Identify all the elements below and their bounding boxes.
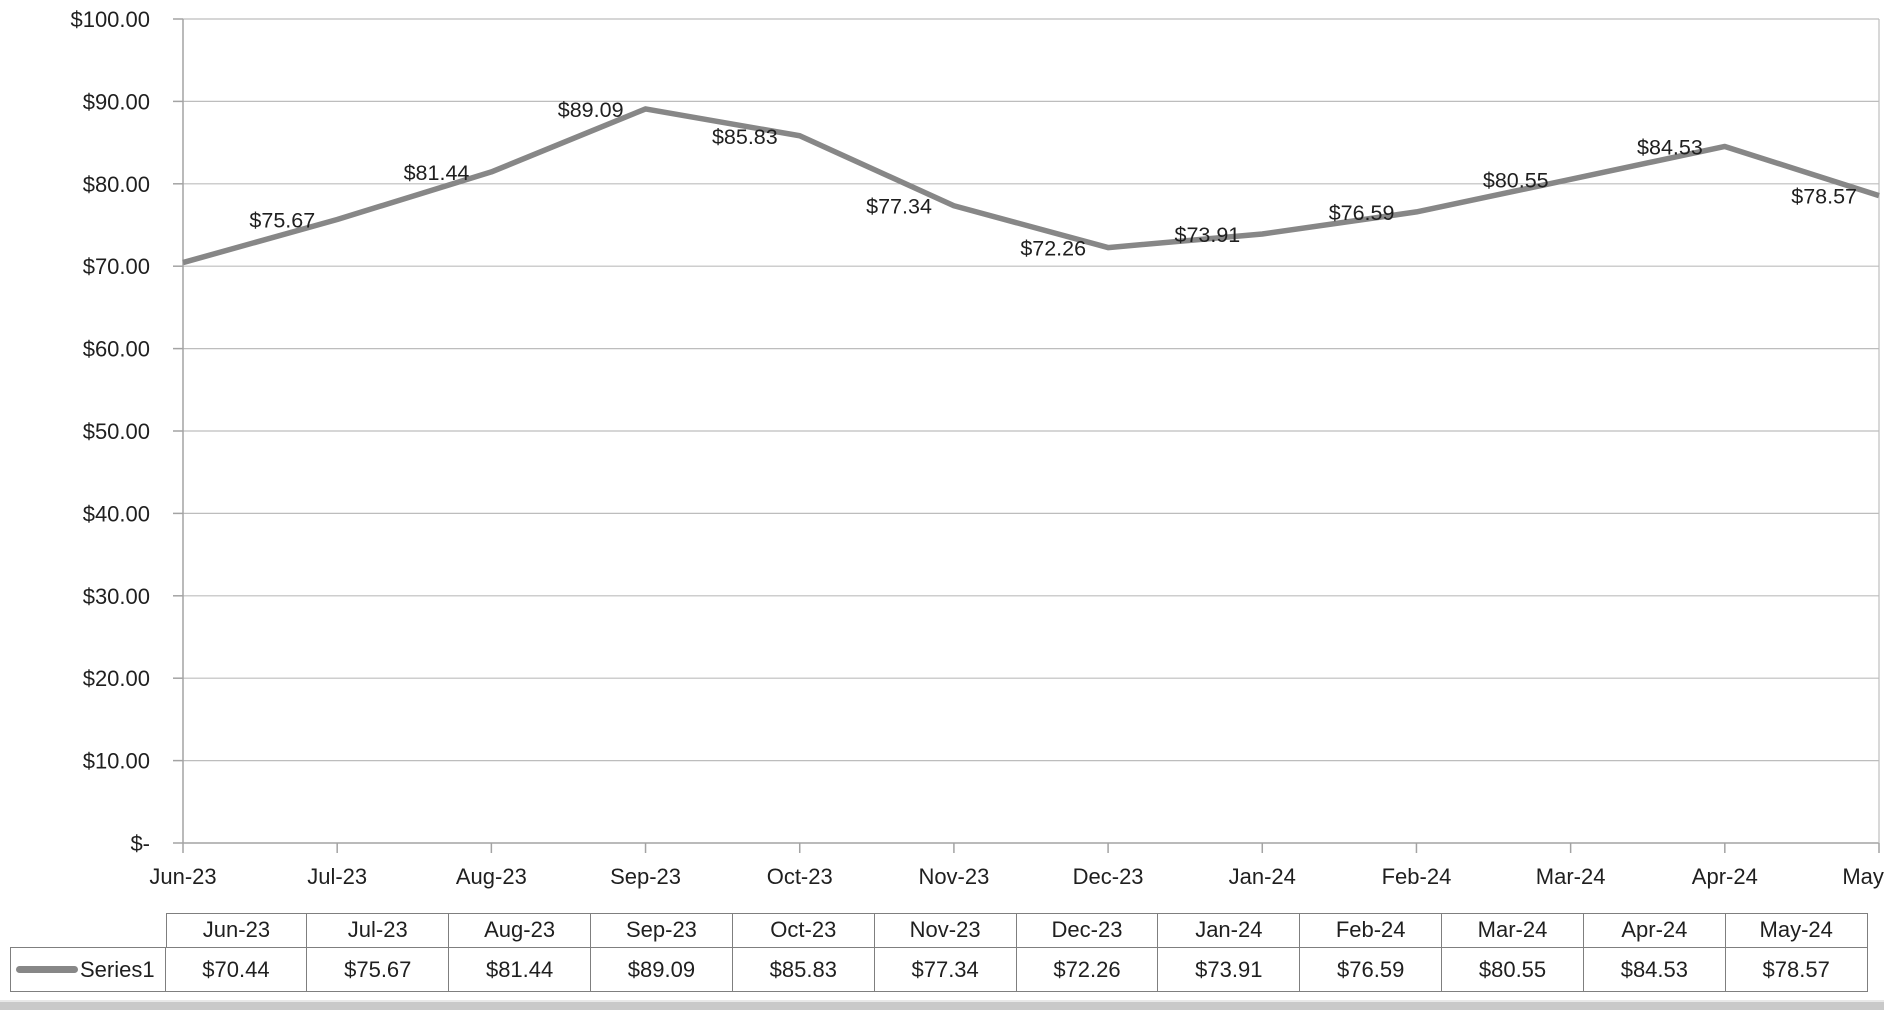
y-axis-tick-label: $100.00: [70, 7, 150, 32]
table-value-cell: $81.44: [449, 947, 592, 992]
data-table-header-row: Jun-23 Jul-23 Aug-23 Sep-23 Oct-23 Nov-2…: [165, 913, 1868, 947]
y-axis-tick-label: $20.00: [83, 666, 150, 691]
table-value-cell: $78.57: [1725, 947, 1868, 992]
data-label: $80.55: [1483, 168, 1549, 192]
y-axis-tick-label: $90.00: [83, 89, 150, 114]
table-header-cell: Aug-23: [449, 913, 592, 947]
table-header-cell: Jun-23: [165, 913, 308, 947]
y-axis-tick-label: $40.00: [83, 501, 150, 526]
x-axis-category-label: Mar-24: [1536, 864, 1606, 889]
table-header-cell: Nov-23: [874, 913, 1017, 947]
data-label: $85.83: [712, 125, 778, 149]
x-axis-category-label: Apr-24: [1692, 864, 1758, 889]
table-value-cell: $73.91: [1158, 947, 1301, 992]
data-label: $77.34: [866, 195, 932, 219]
series-line-swatch-icon: [16, 966, 78, 973]
data-label: $81.44: [404, 161, 470, 185]
x-axis-category-label: Dec-23: [1073, 864, 1144, 889]
table-value-cell: $76.59: [1300, 947, 1443, 992]
series-line: [182, 106, 1880, 266]
y-axis-tick-label: $60.00: [83, 337, 150, 362]
table-header-cell: Feb-24: [1300, 913, 1443, 947]
data-table-series-row: Series1 $70.44 $75.67 $81.44 $89.09 $85.…: [10, 947, 1868, 992]
y-axis-tick-label: $80.00: [83, 172, 150, 197]
table-header-cell: Dec-23: [1016, 913, 1159, 947]
series-name-label: Series1: [80, 957, 155, 982]
y-axis-tick-label: $30.00: [83, 584, 150, 609]
table-header-cell: Jul-23: [307, 913, 450, 947]
data-label: $73.91: [1175, 223, 1241, 247]
y-axis-tick-label: $-: [130, 831, 150, 856]
data-label: $84.53: [1637, 135, 1703, 159]
window-bottom-edge: [0, 1000, 1884, 1010]
data-label: $78.57: [1791, 185, 1857, 209]
table-header-cell: Sep-23: [591, 913, 733, 947]
table-header-cell: Jan-24: [1158, 913, 1301, 947]
table-header-cell: May-24: [1725, 913, 1868, 947]
x-axis-category-label: Jan-24: [1229, 864, 1296, 889]
table-header-cell: Mar-24: [1442, 913, 1584, 947]
table-value-cell: $80.55: [1442, 947, 1584, 992]
x-axis-category-label: Oct-23: [767, 864, 833, 889]
table-value-cell: $85.83: [732, 947, 875, 992]
table-value-cell: $72.26: [1016, 947, 1159, 992]
x-axis-category-label: Feb-24: [1382, 864, 1452, 889]
table-header-cell: Apr-24: [1583, 913, 1726, 947]
data-label: $75.67: [249, 208, 315, 232]
y-axis-tick-label: $10.00: [83, 749, 150, 774]
table-value-cell: $75.67: [307, 947, 450, 992]
x-axis-category-label: May-24: [1842, 864, 1884, 889]
data-label: $76.59: [1329, 201, 1395, 225]
x-axis-category-label: Nov-23: [918, 864, 989, 889]
y-axis-tick-label: $70.00: [83, 254, 150, 279]
x-axis-category-label: Sep-23: [610, 864, 681, 889]
y-axis-tick-label: $50.00: [83, 419, 150, 444]
table-value-cell: $89.09: [591, 947, 733, 992]
legend-key-cell: Series1: [10, 947, 166, 992]
data-label: $72.26: [1020, 237, 1086, 261]
table-header-cell: Oct-23: [732, 913, 875, 947]
table-value-cell: $77.34: [874, 947, 1017, 992]
table-value-cell: $70.44: [165, 947, 308, 992]
table-value-cell: $84.53: [1583, 947, 1726, 992]
x-axis-category-label: Jun-23: [149, 864, 216, 889]
x-axis-category-label: Aug-23: [456, 864, 527, 889]
x-axis-category-label: Jul-23: [307, 864, 367, 889]
data-label: $89.09: [558, 98, 624, 122]
